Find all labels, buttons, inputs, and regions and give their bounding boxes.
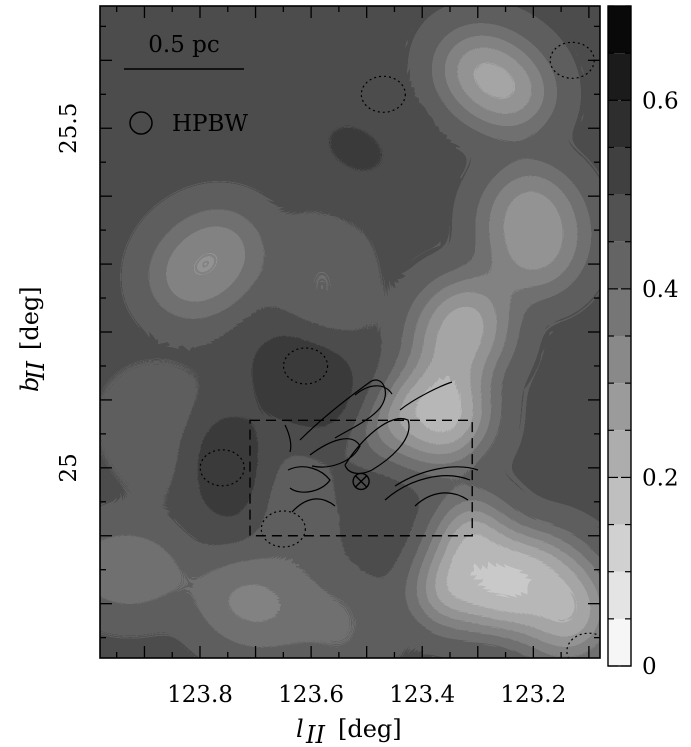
colorbar-step [608, 6, 631, 54]
colorbar-steps [608, 6, 631, 666]
x-axis-ticks [116, 6, 590, 658]
colorbar-step [608, 194, 631, 242]
colorbar-step [608, 336, 631, 384]
cross-marker [352, 472, 370, 491]
colorbar-ticks [608, 5, 631, 667]
heatmap-feature [191, 410, 265, 526]
heatmap-feature [514, 551, 600, 656]
cross-marker-line [354, 474, 368, 488]
heatmap-feature [195, 559, 316, 649]
colorbar-step [608, 618, 631, 666]
scale-bar: 0.5 pc [124, 32, 244, 70]
y-axis-symbol: b [16, 377, 44, 392]
beam-circle-icon [129, 111, 153, 135]
y-axis-subscript: II [22, 361, 50, 381]
heatmap-feature-core [151, 212, 260, 316]
y-tick-labels: 25 25.5 [56, 103, 82, 483]
dotted-contour [199, 449, 245, 487]
beam-indicator: HPBW [129, 111, 248, 137]
heatmap-blobs [100, 34, 600, 658]
analysis-region-box [249, 419, 473, 537]
heatmap-feature [441, 34, 548, 128]
heatmap-feature-core [411, 501, 511, 624]
heatmap-feature [286, 226, 359, 343]
heatmap-feature-core [286, 226, 359, 343]
x-axis-subscript: II [305, 721, 325, 747]
colorbar-step [608, 383, 631, 431]
scale-bar-label: 0.5 pc [148, 32, 220, 58]
colorbar-step [608, 571, 631, 619]
colorbar: 0 0.2 0.4 0.6 [607, 5, 679, 680]
dotted-contour [360, 75, 406, 113]
heatmap-feature [301, 103, 410, 194]
heatmap-feature-core [195, 559, 316, 649]
colorbar-step [608, 100, 631, 148]
heatmap-feature [100, 529, 186, 610]
heatmap-feature [250, 456, 339, 562]
dotted-contour [260, 510, 306, 548]
beam-label: HPBW [172, 111, 248, 137]
heatmap-feature-core [294, 570, 383, 658]
heatmap-feature [250, 329, 361, 430]
x-axis-symbol: l [296, 715, 304, 743]
dotted-contour [282, 347, 329, 385]
heatmap-feature [411, 501, 511, 624]
heatmap-feature-core [301, 103, 410, 194]
colorbar-step [608, 147, 631, 195]
heatmap-feature-core [441, 34, 548, 128]
colorbar-step [608, 241, 631, 289]
heatmap-feature-core [514, 551, 600, 656]
colorbar-step [608, 524, 631, 572]
y-tick-label: 25 [56, 453, 82, 482]
colorbar-tick-label: 0.2 [642, 465, 679, 491]
heatmap-feature-core [250, 329, 361, 430]
heatmap-feature [414, 280, 508, 384]
colorbar-tick-label: 0 [642, 654, 657, 680]
colorbar-step [608, 430, 631, 478]
heatmap-feature-core [414, 280, 508, 384]
colorbar-step [608, 53, 631, 101]
heatmap [100, 6, 600, 658]
heatmap-feature-core [250, 456, 339, 562]
x-tick-label: 123.8 [167, 682, 233, 708]
cross-marker-circle [352, 472, 370, 491]
y-tick-label: 25.5 [56, 103, 82, 154]
x-axis-label: l II [deg] [296, 715, 402, 747]
colorbar-step [608, 477, 631, 525]
heatmap-feature [294, 570, 383, 658]
colorbar-tick-label: 0.6 [642, 88, 679, 114]
x-tick-labels: 123.8 123.6 123.4 123.2 [167, 682, 566, 708]
solid-contours [284, 379, 479, 513]
heatmap-feature [484, 168, 582, 292]
heatmap-feature-core [484, 168, 582, 292]
heatmap-feature-core [100, 529, 186, 610]
y-axis-unit: [deg] [16, 286, 44, 350]
colorbar-tick-labels: 0 0.2 0.4 0.6 [642, 88, 679, 680]
x-axis-unit: [deg] [338, 715, 402, 743]
colorbar-tick-label: 0.4 [642, 277, 679, 303]
heatmap-feature [151, 212, 260, 316]
x-tick-label: 123.2 [500, 682, 566, 708]
x-tick-label: 123.6 [278, 682, 344, 708]
y-axis-label: b II [deg] [16, 286, 50, 392]
colorbar-step [608, 288, 631, 336]
heatmap-feature-core [191, 410, 265, 526]
y-axis-ticks [100, 25, 600, 639]
x-tick-label: 123.4 [389, 682, 455, 708]
